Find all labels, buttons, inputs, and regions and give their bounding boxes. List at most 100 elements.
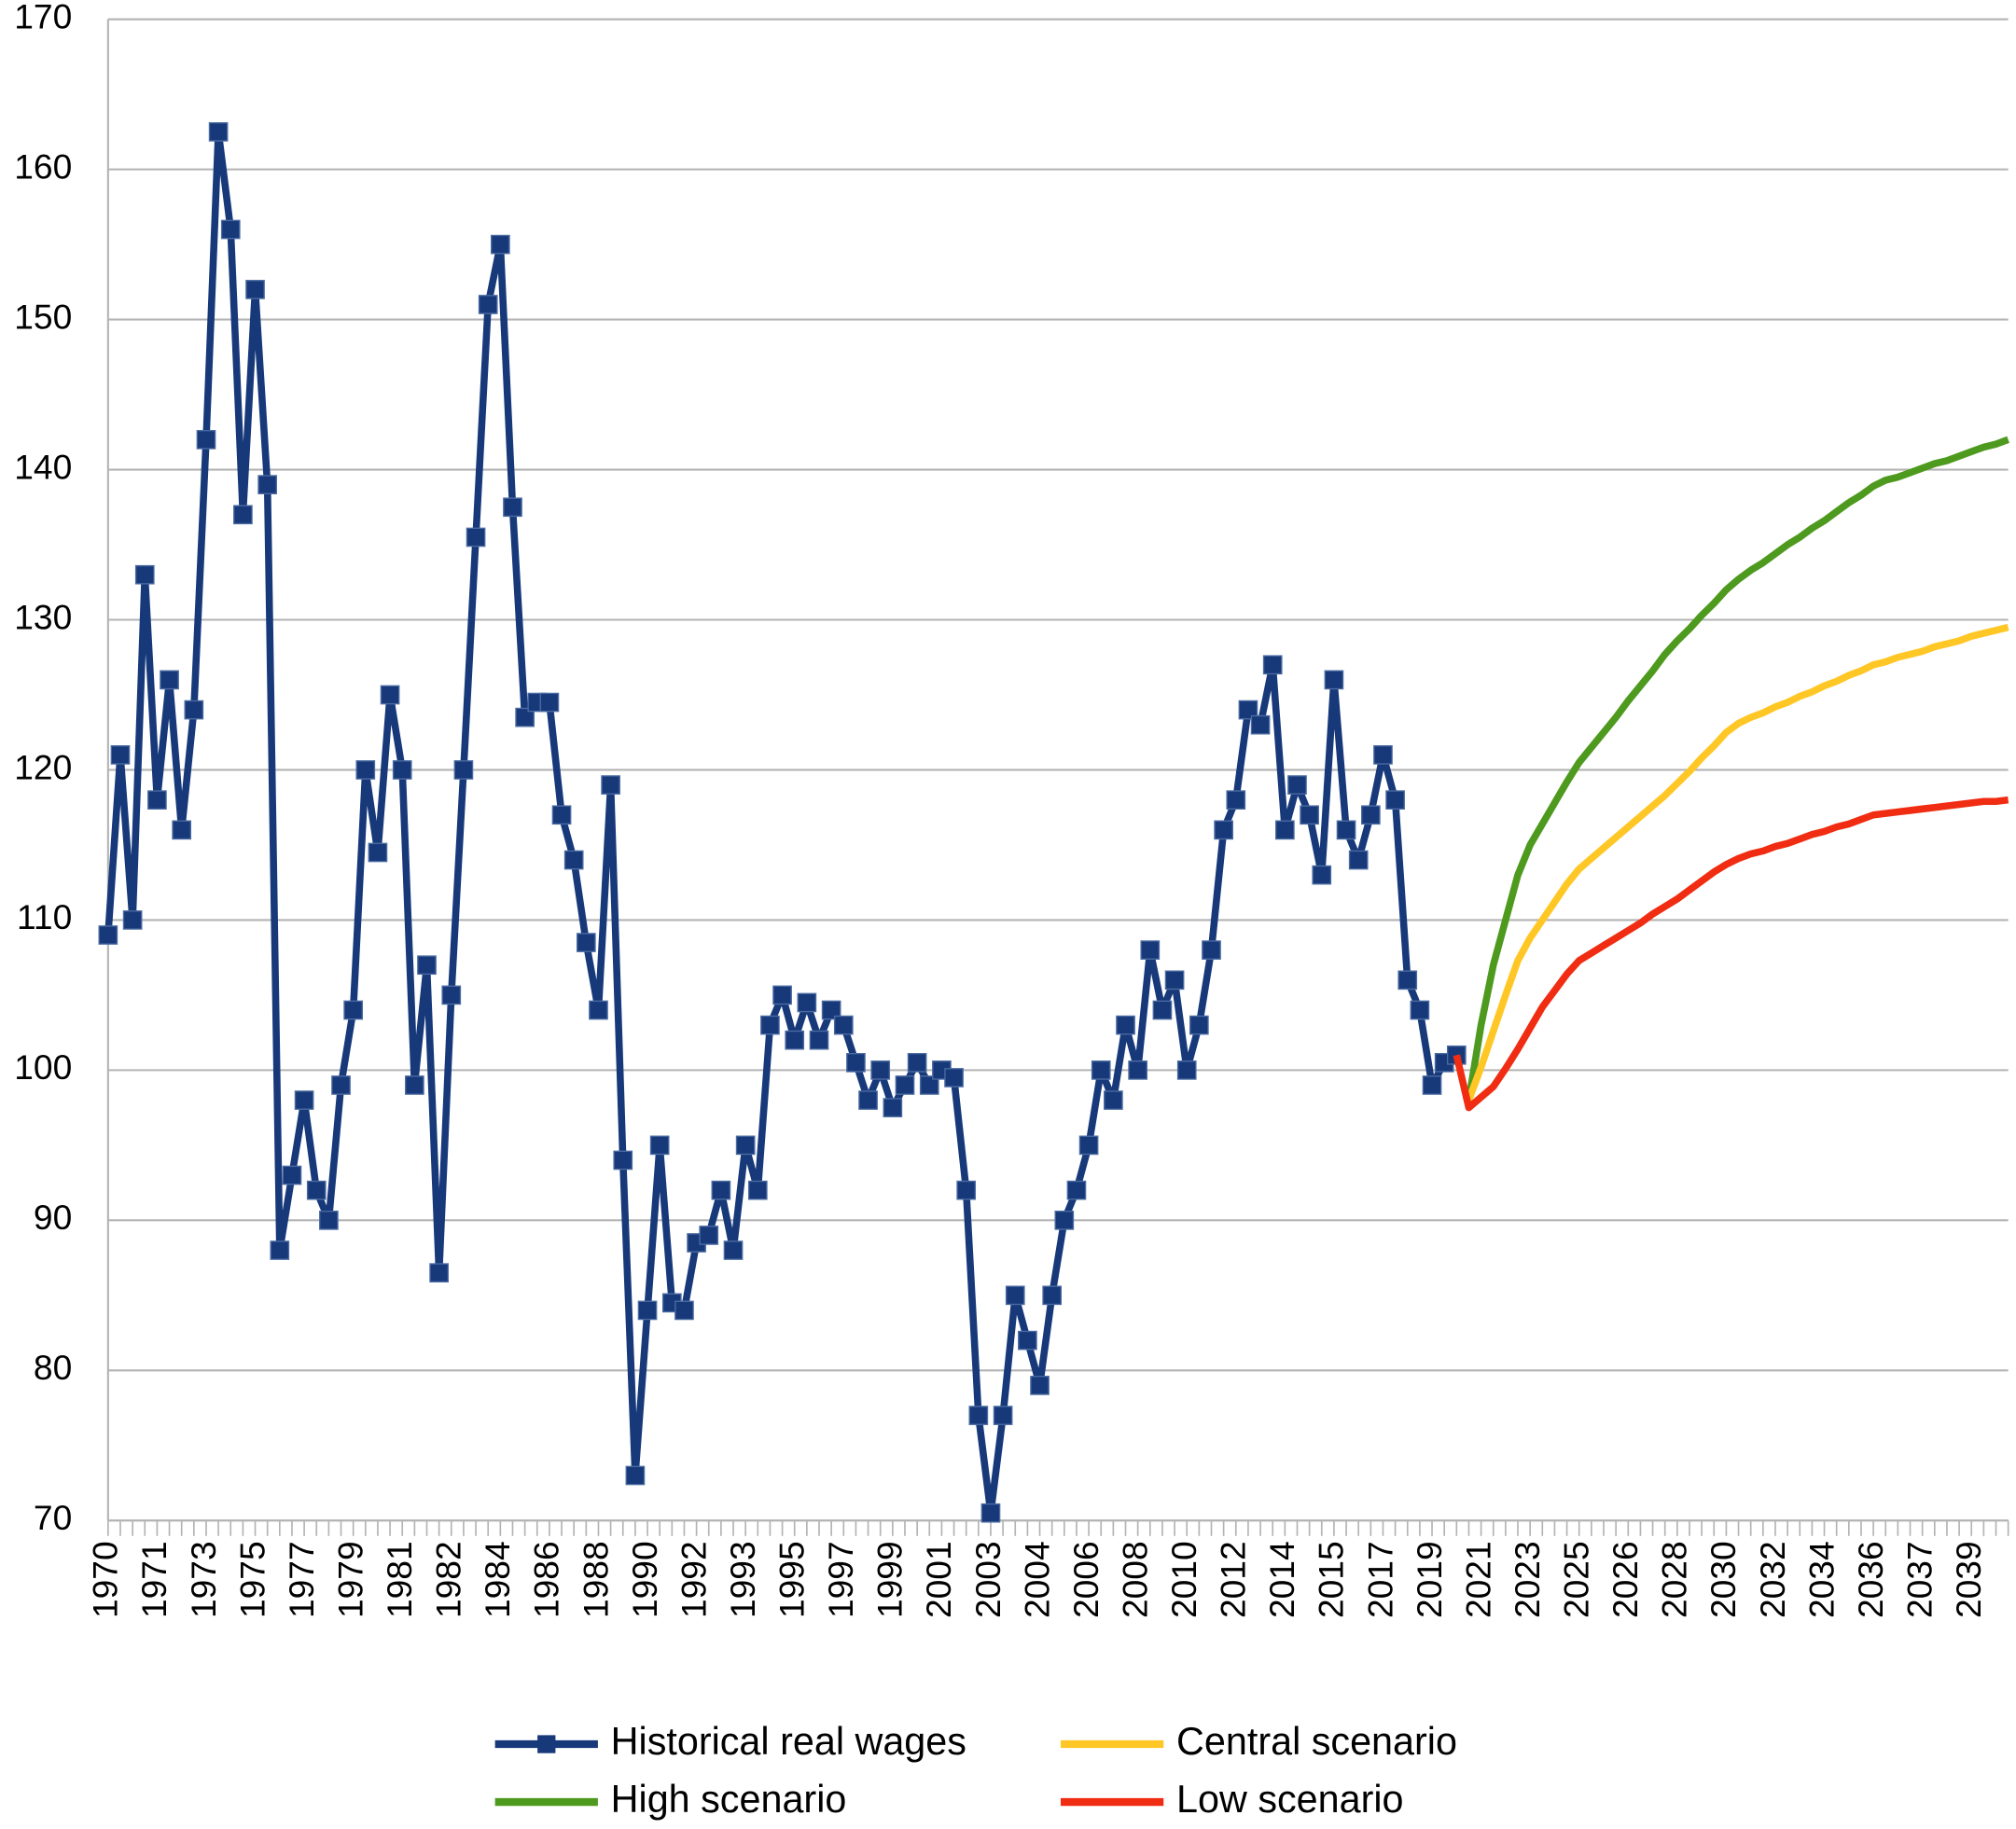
legend-label: Low scenario bbox=[1176, 1778, 1404, 1821]
data-point bbox=[1300, 805, 1319, 825]
y-tick-label: 140 bbox=[14, 447, 72, 486]
y-tick-label: 90 bbox=[34, 1198, 72, 1237]
data-point bbox=[858, 1090, 878, 1110]
data-point bbox=[956, 1180, 977, 1200]
x-tick-label: 1984 bbox=[478, 1541, 517, 1618]
x-tick-label: 2001 bbox=[919, 1541, 958, 1618]
x-tick-label: 2010 bbox=[1164, 1541, 1203, 1618]
y-tick-label: 150 bbox=[14, 297, 72, 336]
data-point bbox=[649, 1135, 670, 1156]
data-point bbox=[539, 692, 560, 713]
x-tick-label: 2021 bbox=[1458, 1541, 1497, 1618]
x-tick-label: 1986 bbox=[527, 1541, 566, 1618]
series-line bbox=[1465, 623, 2009, 1102]
data-point bbox=[98, 925, 118, 945]
data-point bbox=[245, 280, 265, 299]
x-tick-label: 2006 bbox=[1066, 1541, 1105, 1618]
data-point bbox=[1189, 1015, 1209, 1035]
data-point bbox=[282, 1165, 302, 1185]
x-tick-label: 2015 bbox=[1312, 1541, 1351, 1618]
data-point bbox=[833, 1015, 854, 1035]
legend-label: High scenario bbox=[611, 1778, 847, 1821]
data-point bbox=[601, 775, 620, 795]
data-point bbox=[417, 955, 437, 976]
data-point bbox=[196, 430, 216, 450]
data-point bbox=[1360, 805, 1381, 825]
data-point bbox=[1128, 1060, 1147, 1080]
data-point bbox=[1066, 1180, 1087, 1200]
data-point bbox=[563, 850, 584, 870]
data-point bbox=[491, 234, 510, 255]
x-tick-label: 1973 bbox=[184, 1541, 223, 1618]
x-tick-label: 1997 bbox=[821, 1541, 860, 1618]
data-point bbox=[1348, 850, 1369, 870]
data-point bbox=[993, 1406, 1013, 1425]
data-point bbox=[1262, 655, 1283, 675]
data-point bbox=[429, 1263, 449, 1283]
data-point bbox=[1091, 1060, 1111, 1080]
data-point bbox=[1054, 1211, 1075, 1230]
data-point bbox=[1030, 1376, 1050, 1395]
series-line bbox=[1465, 436, 2009, 1102]
data-point bbox=[1078, 1135, 1099, 1156]
data-point bbox=[1042, 1285, 1063, 1306]
data-point bbox=[870, 1060, 891, 1080]
data-point bbox=[172, 820, 192, 840]
x-tick-label: 1975 bbox=[232, 1541, 271, 1618]
x-tick-label: 1999 bbox=[870, 1541, 910, 1618]
x-tick-label: 2036 bbox=[1851, 1541, 1890, 1618]
x-tick-label: 1990 bbox=[625, 1541, 664, 1618]
data-point bbox=[1116, 1015, 1135, 1035]
x-tick-label: 2039 bbox=[1949, 1541, 1988, 1618]
y-tick-label: 110 bbox=[17, 897, 72, 936]
data-point bbox=[1214, 820, 1233, 840]
data-point bbox=[1202, 940, 1221, 960]
x-tick-label: 2030 bbox=[1703, 1541, 1743, 1618]
data-point bbox=[968, 1406, 989, 1425]
data-point bbox=[785, 1030, 805, 1050]
data-point bbox=[1336, 820, 1356, 840]
data-point bbox=[1176, 1060, 1197, 1080]
x-tick-label: 1971 bbox=[134, 1541, 174, 1618]
y-tick-label: 80 bbox=[34, 1348, 72, 1387]
data-point bbox=[515, 707, 535, 727]
data-point bbox=[441, 985, 462, 1005]
data-point bbox=[368, 842, 388, 863]
x-tick-label: 2032 bbox=[1753, 1541, 1792, 1618]
data-point bbox=[405, 1075, 424, 1095]
data-point bbox=[122, 910, 143, 930]
x-tick-label: 2037 bbox=[1899, 1541, 1939, 1618]
x-tick-label: 2014 bbox=[1262, 1541, 1301, 1618]
data-point bbox=[1140, 940, 1161, 960]
data-point bbox=[625, 1465, 646, 1486]
data-point bbox=[723, 1240, 744, 1260]
data-point bbox=[674, 1300, 694, 1321]
data-point bbox=[1287, 775, 1307, 795]
x-tick-label: 2034 bbox=[1801, 1541, 1841, 1618]
data-point bbox=[134, 564, 155, 585]
x-tick-label: 2019 bbox=[1410, 1541, 1449, 1618]
x-tick-label: 2003 bbox=[968, 1541, 1008, 1618]
data-point bbox=[1152, 1000, 1173, 1020]
data-point bbox=[355, 760, 376, 780]
data-point bbox=[747, 1180, 768, 1200]
data-point bbox=[503, 497, 522, 518]
x-tick-label: 1981 bbox=[380, 1541, 419, 1618]
data-point bbox=[306, 1180, 327, 1200]
data-point bbox=[711, 1180, 731, 1200]
x-tick-label: 1993 bbox=[723, 1541, 762, 1618]
data-point bbox=[294, 1090, 314, 1110]
data-point bbox=[1422, 1075, 1442, 1095]
data-point bbox=[699, 1226, 719, 1245]
data-point bbox=[846, 1053, 866, 1073]
legend-label: Historical real wages bbox=[611, 1720, 966, 1763]
data-point bbox=[1275, 820, 1295, 840]
data-point bbox=[1397, 970, 1418, 991]
x-tick-label: 1977 bbox=[282, 1541, 321, 1618]
data-point bbox=[772, 985, 792, 1005]
data-point bbox=[735, 1135, 756, 1156]
x-tick-label: 1995 bbox=[772, 1541, 812, 1618]
data-point bbox=[919, 1075, 939, 1095]
data-point bbox=[1324, 670, 1344, 690]
